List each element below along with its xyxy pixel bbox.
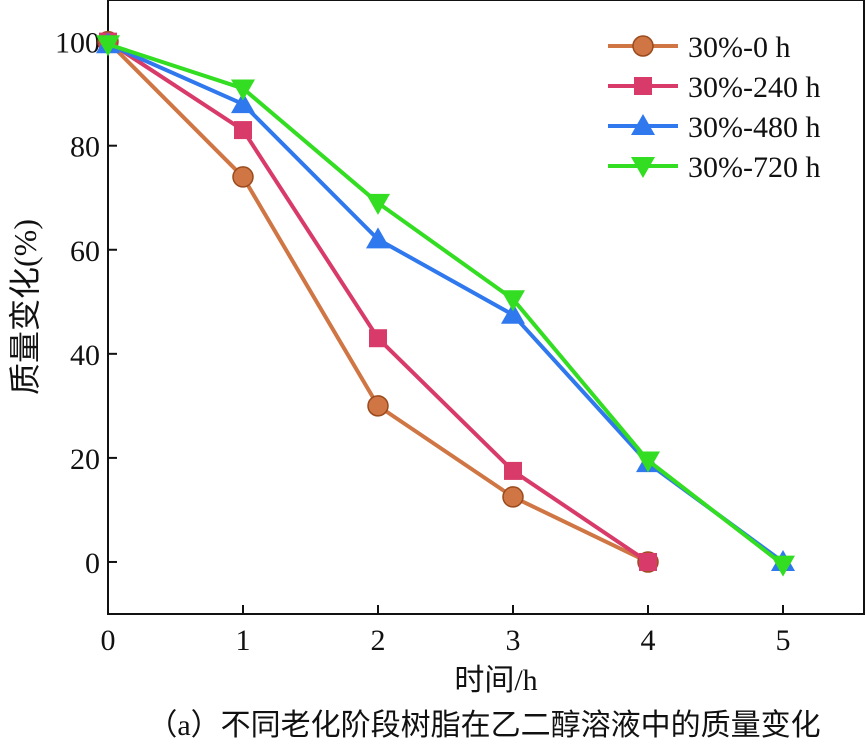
x-axis-label: 时间/h — [454, 664, 537, 697]
legend: 30%-0 h 30%-240 h 30%-480 h 30%-720 h — [608, 31, 820, 184]
legend-marker — [631, 157, 655, 178]
data-point — [636, 451, 660, 473]
y-tick-label: 60 — [70, 235, 100, 268]
series-line — [106, 40, 649, 564]
figure-caption: （a）不同老化阶段树脂在乙二醇溶液中的质量变化 — [147, 709, 820, 742]
data-point — [369, 329, 387, 348]
data-point — [234, 121, 252, 140]
data-point — [771, 555, 795, 577]
x-tick-label: 5 — [776, 624, 791, 657]
series-line — [107, 42, 785, 567]
data-point — [366, 193, 390, 215]
legend-label: 30%-240 h — [688, 71, 820, 104]
data-point — [504, 461, 522, 480]
x-tick-label: 2 — [371, 624, 386, 657]
data-point — [366, 227, 390, 249]
legend-entry: 30%-720 h — [608, 151, 820, 184]
x-tick-label: 1 — [236, 624, 251, 657]
series-line — [106, 39, 650, 564]
legend-entry: 30%-0 h — [608, 31, 790, 64]
data-point — [502, 486, 524, 508]
legend-label: 30%-480 h — [688, 111, 820, 144]
legend-label: 30%-0 h — [688, 31, 790, 64]
data-point — [96, 35, 120, 57]
series-0 — [97, 30, 659, 573]
legend-label: 30%-720 h — [688, 151, 820, 184]
y-tick-label: 0 — [85, 547, 100, 580]
data-point — [231, 79, 255, 101]
series-1 — [99, 32, 657, 571]
y-axis-label: 质量变化(%) — [7, 219, 43, 395]
y-tick-label: 80 — [70, 131, 100, 164]
x-tick-label: 0 — [101, 624, 116, 657]
legend-marker — [631, 114, 655, 135]
x-tick-label: 3 — [506, 624, 521, 657]
y-tick-label: 40 — [70, 339, 100, 372]
labels-layer: 时间/h 质量变化(%) （a）不同老化阶段树脂在乙二醇溶液中的质量变化 — [7, 219, 821, 742]
series-3 — [96, 35, 795, 577]
series-layer — [96, 30, 795, 577]
legend-entry: 30%-240 h — [608, 71, 820, 104]
data-point — [367, 395, 389, 417]
plot-frame — [107, 0, 865, 615]
data-point — [501, 290, 525, 312]
data-point — [639, 552, 657, 571]
data-point — [501, 302, 525, 324]
y-tick-label: 20 — [70, 443, 100, 476]
data-point — [232, 166, 254, 188]
legend-entry: 30%-480 h — [608, 111, 820, 144]
axes-layer: 0 20 40 60 80 100 0 1 2 3 4 5 — [55, 0, 865, 657]
y-tick-label: 100 — [55, 27, 100, 60]
data-point — [231, 92, 255, 114]
legend-marker — [634, 77, 652, 95]
x-tick-label: 4 — [641, 624, 656, 657]
legend-marker — [632, 35, 654, 57]
